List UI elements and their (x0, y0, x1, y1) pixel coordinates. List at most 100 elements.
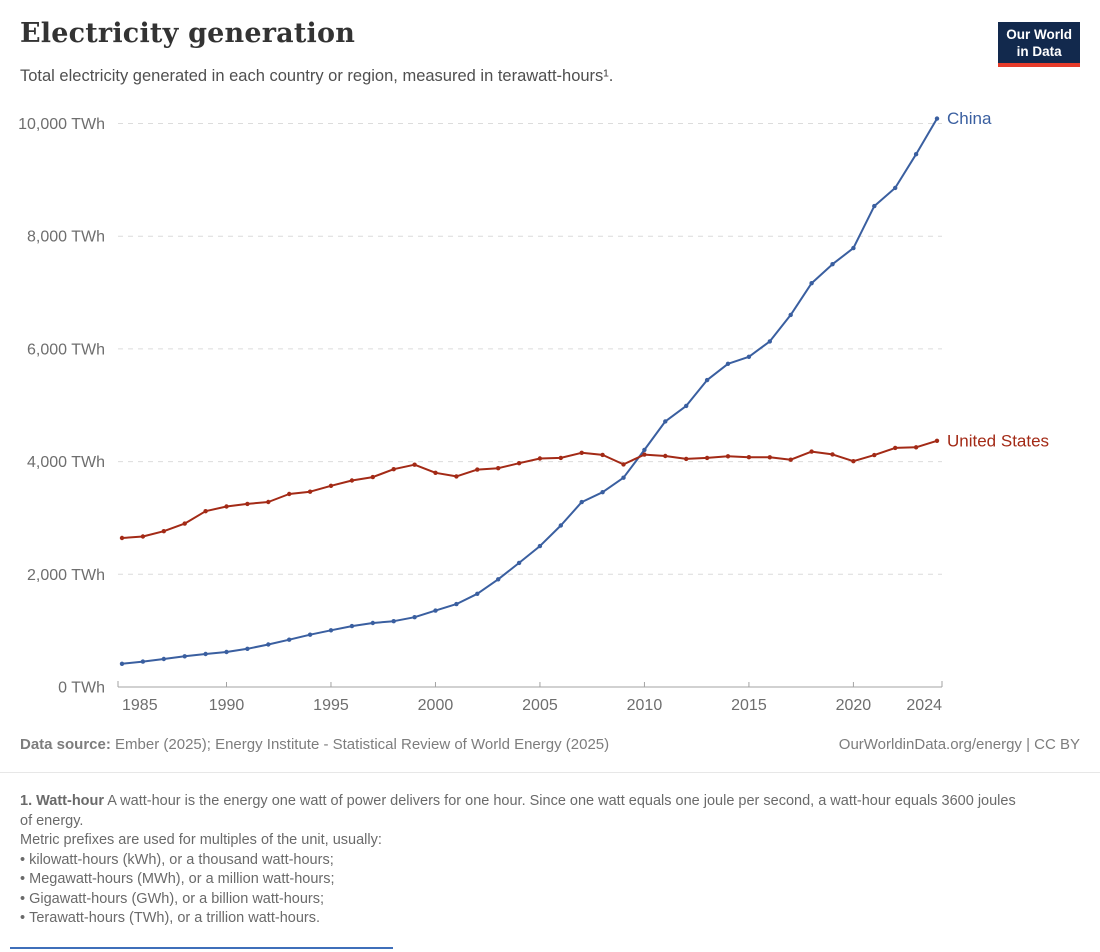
data-point-united-states[interactable] (161, 529, 166, 534)
data-point-united-states[interactable] (600, 452, 605, 458)
data-source-text: Ember (2025); Energy Institute - Statist… (110, 736, 610, 753)
x-axis-tick-label: 1985 (122, 697, 158, 714)
data-source-note: Data source: Ember (2025); Energy Instit… (20, 736, 609, 753)
data-point-united-states[interactable] (516, 461, 522, 466)
chart-footer: Data source: Ember (2025); Energy Instit… (20, 736, 1080, 753)
data-point-united-states[interactable] (663, 453, 668, 459)
data-point-china[interactable] (140, 659, 146, 664)
data-point-united-states[interactable] (788, 457, 793, 462)
series-line-united-states[interactable] (121, 439, 938, 539)
data-point-china[interactable] (182, 654, 187, 659)
data-point-china[interactable] (872, 203, 877, 209)
owid-logo[interactable]: Our World in Data (998, 22, 1080, 67)
data-point-china[interactable] (203, 651, 208, 657)
data-point-united-states[interactable] (370, 474, 375, 480)
data-point-united-states[interactable] (224, 504, 229, 509)
data-point-united-states[interactable] (830, 452, 835, 457)
data-point-united-states[interactable] (433, 470, 438, 475)
x-axis-tick-label: 2010 (627, 697, 663, 714)
data-point-china[interactable] (621, 475, 626, 480)
data-point-china[interactable] (830, 262, 835, 267)
data-point-united-states[interactable] (872, 452, 877, 458)
data-point-china[interactable] (642, 447, 647, 453)
data-point-united-states[interactable] (307, 489, 313, 494)
series-label-china: China (947, 109, 992, 128)
data-point-china[interactable] (516, 560, 522, 566)
data-point-united-states[interactable] (558, 455, 563, 461)
data-point-united-states[interactable] (119, 535, 125, 541)
line-chart-canvas[interactable]: 0 TWh 2,000 TWh 4,000 TWh 6,000 TWh 8,000 TW… (0, 100, 1100, 740)
data-point-china[interactable] (746, 354, 752, 359)
data-point-china[interactable] (287, 637, 292, 642)
owid-logo-line1: Our World (1006, 27, 1072, 42)
data-point-china[interactable] (537, 543, 543, 549)
data-point-china[interactable] (475, 591, 480, 596)
data-point-united-states[interactable] (851, 459, 856, 464)
y-axis-tick-label: 6,000 TWh (27, 341, 105, 358)
data-point-china[interactable] (161, 656, 166, 662)
data-point-united-states[interactable] (746, 455, 752, 460)
data-point-united-states[interactable] (245, 501, 250, 507)
data-point-china[interactable] (433, 608, 438, 613)
data-point-united-states[interactable] (684, 456, 689, 462)
y-axis-tick-label: 10,000 TWh (18, 116, 105, 133)
x-axis-tick-label: 2005 (522, 697, 558, 714)
data-point-china[interactable] (391, 619, 396, 624)
data-point-china[interactable] (579, 499, 584, 505)
x-axis-tick-label: 2024 (906, 697, 942, 714)
data-point-china[interactable] (370, 620, 375, 626)
data-point-united-states[interactable] (934, 438, 940, 443)
data-point-china[interactable] (725, 361, 731, 366)
credit-link[interactable]: OurWorldinData.org/energy | CC BY (838, 736, 1080, 753)
data-point-united-states[interactable] (287, 491, 292, 497)
data-point-china[interactable] (663, 419, 668, 424)
data-point-united-states[interactable] (454, 474, 459, 479)
data-point-united-states[interactable] (579, 450, 584, 455)
data-point-china[interactable] (788, 312, 793, 318)
data-point-united-states[interactable] (182, 521, 187, 526)
footnote-bullets: kilowatt-hours (kWh), or a thousand watt… (20, 851, 1028, 929)
data-point-united-states[interactable] (725, 454, 731, 459)
data-point-united-states[interactable] (893, 445, 898, 451)
data-point-china[interactable] (349, 623, 355, 629)
data-point-china[interactable] (913, 152, 919, 157)
data-point-united-states[interactable] (266, 499, 271, 505)
x-axis-tick-label: 2015 (731, 697, 767, 714)
data-point-china[interactable] (704, 377, 710, 383)
data-point-united-states[interactable] (203, 509, 208, 514)
data-point-united-states[interactable] (913, 445, 919, 450)
data-point-china[interactable] (934, 116, 940, 121)
data-point-china[interactable] (454, 601, 459, 607)
data-point-united-states[interactable] (140, 534, 146, 539)
data-point-china[interactable] (119, 661, 125, 666)
data-point-china[interactable] (684, 403, 689, 409)
data-point-china[interactable] (245, 646, 250, 651)
data-point-united-states[interactable] (767, 455, 772, 460)
data-point-united-states[interactable] (809, 449, 814, 454)
data-point-united-states[interactable] (475, 467, 480, 472)
data-point-united-states[interactable] (704, 455, 710, 461)
data-point-china[interactable] (600, 490, 605, 495)
data-point-china[interactable] (809, 281, 814, 286)
data-point-united-states[interactable] (621, 462, 626, 467)
data-point-china[interactable] (767, 339, 772, 344)
data-point-china[interactable] (224, 649, 229, 655)
data-point-united-states[interactable] (496, 466, 501, 471)
data-point-united-states[interactable] (537, 456, 543, 461)
data-point-china[interactable] (412, 615, 417, 620)
series-line-china[interactable] (121, 118, 938, 665)
data-point-united-states[interactable] (349, 478, 355, 483)
data-point-china[interactable] (893, 185, 898, 191)
chart-area[interactable]: 0 TWh 2,000 TWh 4,000 TWh 6,000 TWh 8,000 TW… (0, 100, 1100, 740)
data-point-united-states[interactable] (412, 462, 417, 467)
data-point-china[interactable] (328, 628, 334, 633)
data-point-china[interactable] (307, 632, 313, 637)
data-point-united-states[interactable] (391, 467, 396, 472)
data-point-united-states[interactable] (328, 483, 334, 488)
data-point-china[interactable] (851, 245, 856, 251)
data-point-china[interactable] (266, 642, 271, 647)
data-point-china[interactable] (496, 577, 501, 582)
data-point-china[interactable] (558, 523, 563, 528)
data-point-united-states[interactable] (642, 452, 647, 457)
